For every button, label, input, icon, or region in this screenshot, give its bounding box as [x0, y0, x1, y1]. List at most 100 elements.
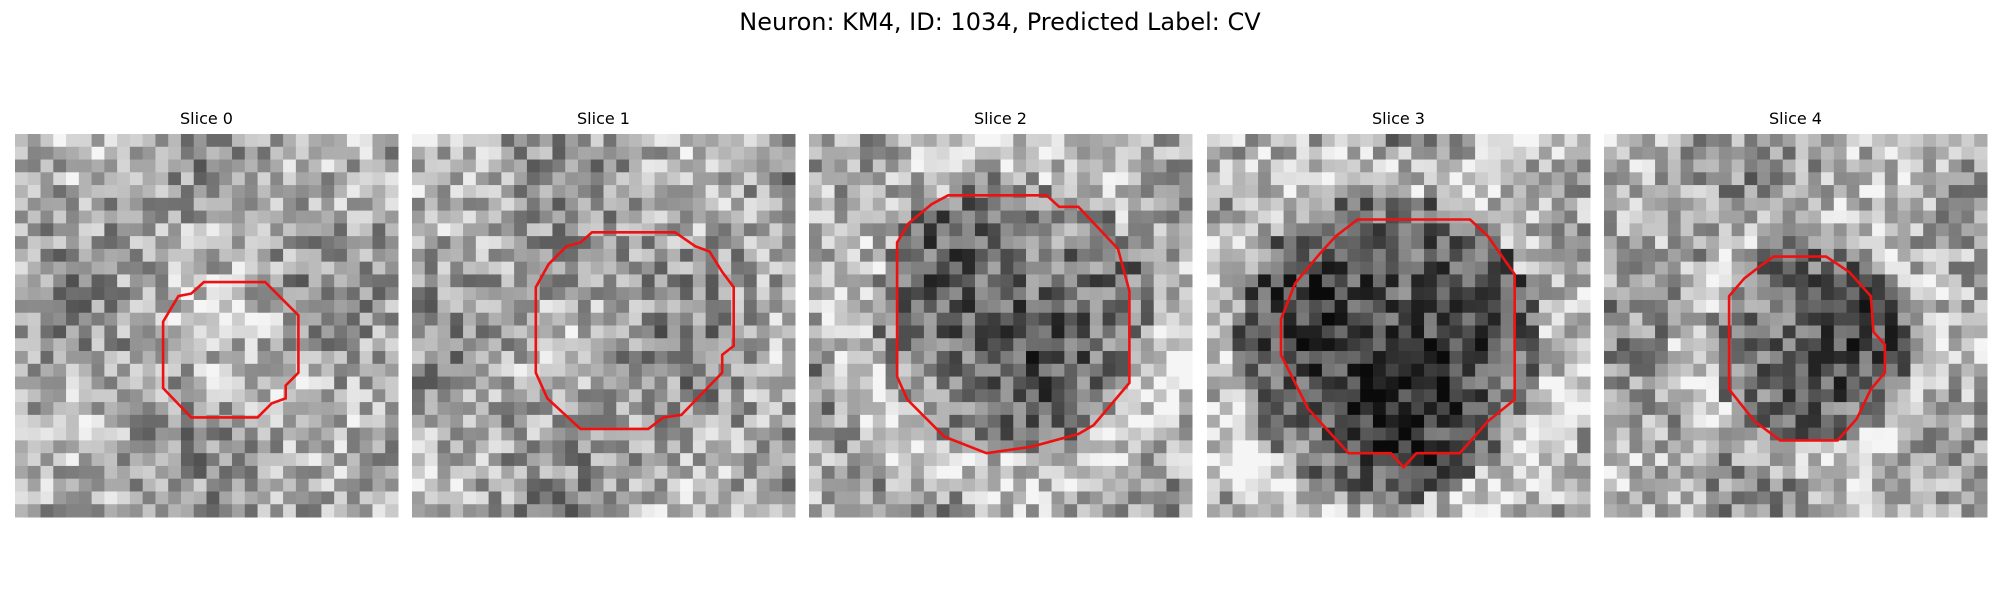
- pixel: [1961, 261, 1975, 275]
- pixel: [1487, 427, 1502, 441]
- pixel: [821, 210, 836, 224]
- pixel: [1258, 478, 1272, 492]
- pixel: [1309, 325, 1323, 339]
- pixel: [501, 197, 515, 212]
- pixel: [168, 465, 182, 480]
- pixel: [974, 338, 989, 352]
- pixel: [1538, 299, 1553, 314]
- pixel: [641, 146, 656, 161]
- pixel: [1372, 134, 1387, 148]
- pixel: [1500, 172, 1514, 186]
- pixel: [129, 504, 144, 518]
- pixel: [539, 351, 553, 365]
- pixel: [872, 338, 887, 352]
- pixel: [359, 312, 373, 326]
- pixel: [1897, 389, 1911, 403]
- pixel: [1948, 159, 1962, 173]
- pixel: [1385, 325, 1399, 339]
- pixel: [1923, 453, 1937, 467]
- pixel: [232, 146, 246, 161]
- pixel: [692, 504, 707, 518]
- pixel: [847, 504, 861, 518]
- pixel: [257, 210, 271, 224]
- pixel: [1270, 465, 1285, 480]
- pixel: [244, 197, 259, 212]
- pixel: [1884, 389, 1899, 403]
- pixel: [1321, 146, 1336, 161]
- pixel: [1655, 134, 1669, 148]
- pixel: [1283, 453, 1297, 467]
- pixel: [104, 338, 118, 352]
- pixel: [731, 465, 745, 480]
- pixel: [1782, 402, 1796, 416]
- pixel: [974, 504, 989, 518]
- pixel: [1026, 414, 1040, 429]
- pixel: [1526, 134, 1540, 148]
- pixel: [1296, 338, 1310, 352]
- pixel: [629, 261, 643, 275]
- pixel: [53, 299, 67, 314]
- pixel: [1744, 338, 1758, 352]
- pixel: [1513, 440, 1527, 454]
- pixel: [987, 159, 1001, 173]
- pixel: [705, 491, 719, 505]
- pixel: [590, 478, 604, 492]
- pixel: [590, 338, 604, 352]
- pixel: [450, 197, 464, 212]
- pixel: [743, 172, 758, 186]
- pixel: [475, 440, 490, 454]
- pixel: [1808, 478, 1822, 492]
- pixel: [949, 274, 963, 288]
- pixel: [1577, 325, 1591, 339]
- pixel: [257, 389, 271, 403]
- pixel: [1115, 491, 1129, 505]
- pixel: [1500, 389, 1514, 403]
- pixel: [1500, 376, 1514, 390]
- pixel: [346, 223, 361, 237]
- pixel: [539, 159, 553, 173]
- pixel: [1616, 325, 1631, 339]
- pixel: [1102, 223, 1116, 237]
- pixel: [193, 236, 207, 250]
- pixel: [705, 351, 719, 365]
- pixel: [1551, 248, 1565, 263]
- pixel: [78, 312, 93, 326]
- pixel: [78, 248, 93, 263]
- pixel: [1166, 504, 1180, 518]
- pixel: [756, 299, 770, 314]
- pixel: [1449, 197, 1463, 212]
- pixel: [821, 453, 836, 467]
- pixel: [1910, 146, 1924, 161]
- pixel: [372, 427, 386, 441]
- pixel: [321, 248, 335, 263]
- pixel: [539, 478, 553, 492]
- pixel: [1782, 414, 1796, 429]
- pixel: [1923, 159, 1937, 173]
- pixel: [424, 172, 439, 186]
- pixel: [1321, 185, 1336, 199]
- pixel: [359, 159, 373, 173]
- pixel: [1232, 504, 1246, 518]
- pixel: [1436, 363, 1451, 378]
- pixel: [1487, 478, 1502, 492]
- pixel: [40, 351, 54, 365]
- pixel: [667, 338, 681, 352]
- pixel: [1872, 287, 1886, 301]
- pixel: [1974, 236, 1988, 250]
- pixel: [1833, 185, 1848, 199]
- pixel: [1013, 248, 1027, 263]
- pixel: [743, 146, 758, 161]
- pixel: [1526, 210, 1540, 224]
- pixel: [1974, 299, 1988, 314]
- pixel: [1884, 159, 1899, 173]
- pixel: [1334, 414, 1348, 429]
- pixel: [1013, 465, 1027, 480]
- pixel: [488, 134, 502, 148]
- pixel: [206, 287, 220, 301]
- pixel: [1334, 338, 1348, 352]
- pixel: [1680, 134, 1694, 148]
- pixel: [1115, 223, 1129, 237]
- pixel: [1270, 402, 1285, 416]
- pixel: [1846, 363, 1860, 378]
- pixel: [821, 363, 836, 378]
